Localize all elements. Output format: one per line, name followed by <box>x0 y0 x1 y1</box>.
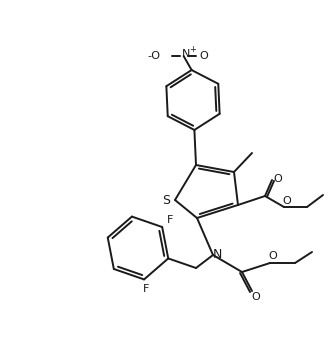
Text: N: N <box>181 49 190 59</box>
Text: O: O <box>274 174 282 184</box>
Text: O: O <box>199 51 208 61</box>
Text: F: F <box>143 284 149 294</box>
Text: O: O <box>268 251 278 261</box>
Text: O: O <box>252 292 260 302</box>
Text: +: + <box>189 45 196 54</box>
Text: O: O <box>283 196 291 206</box>
Text: F: F <box>167 216 173 226</box>
Text: N: N <box>212 248 222 262</box>
Text: S: S <box>162 194 170 208</box>
Text: -O: -O <box>148 51 161 61</box>
